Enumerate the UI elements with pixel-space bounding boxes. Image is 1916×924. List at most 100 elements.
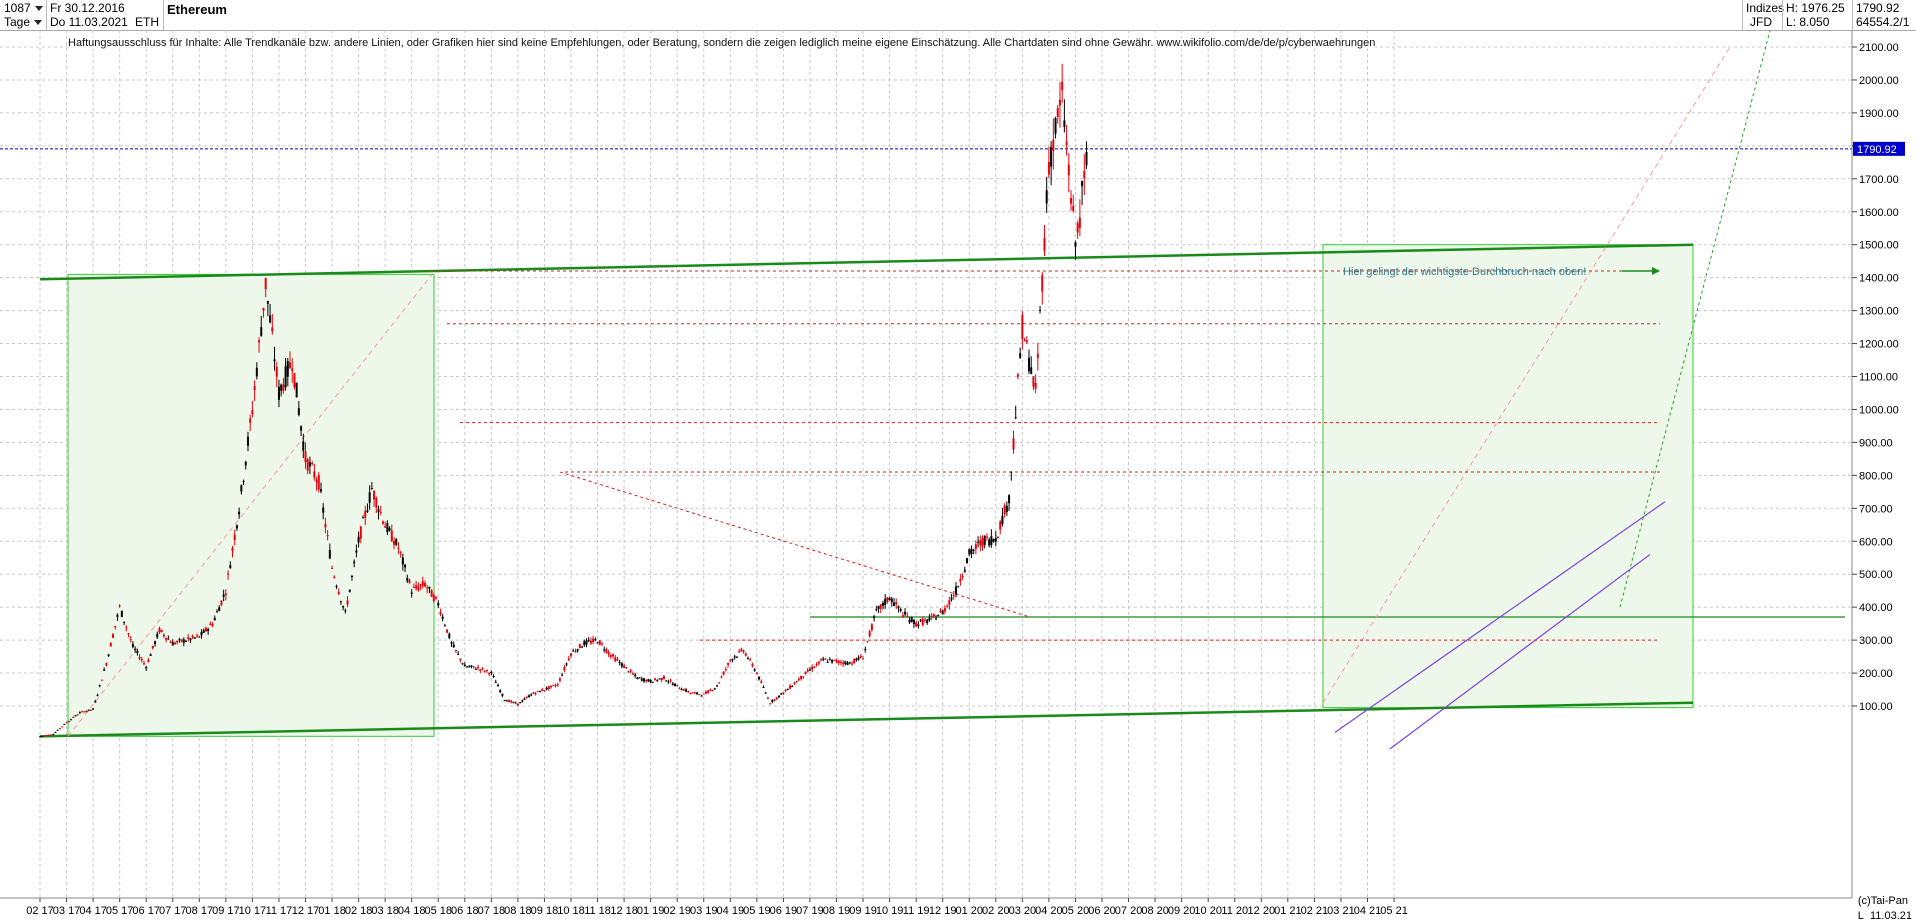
candle-body bbox=[47, 734, 50, 736]
candle-body bbox=[499, 690, 502, 693]
candle-body bbox=[78, 712, 81, 714]
y-tick-label: 200.00 bbox=[1859, 668, 1893, 680]
candle-body bbox=[417, 586, 420, 591]
x-tick-label: 06 17 bbox=[132, 905, 160, 917]
upper-channel-line bbox=[39, 243, 1694, 281]
candle-body bbox=[886, 597, 889, 602]
candle-body bbox=[576, 649, 579, 651]
candle-body bbox=[1063, 120, 1066, 128]
candle-body bbox=[231, 548, 234, 551]
candle-body bbox=[145, 667, 148, 669]
x-tick-label: 10 18 bbox=[557, 905, 585, 917]
candle-body bbox=[722, 671, 725, 675]
candle-body bbox=[835, 660, 838, 663]
x-tick-label: 01 19 bbox=[637, 905, 665, 917]
x-axis: 02 17 03 17 04 17 05 17 06 17 07 17 08 17 09 17… bbox=[0, 897, 1852, 917]
candle-body bbox=[837, 660, 840, 663]
candle-body bbox=[702, 693, 705, 695]
candle-body bbox=[1081, 181, 1084, 187]
candle-body bbox=[76, 714, 79, 716]
x-tick-label: 02 18 bbox=[345, 905, 373, 917]
candle-body bbox=[594, 639, 597, 641]
candle-body bbox=[271, 327, 274, 332]
bar-count-select[interactable]: 1087 bbox=[4, 1, 43, 15]
y-tick-label: 300.00 bbox=[1859, 635, 1893, 647]
candle-body bbox=[326, 535, 329, 537]
candle-body bbox=[350, 575, 353, 577]
date-from: Fr 30.12.2016 bbox=[50, 1, 125, 15]
candle-body bbox=[333, 576, 336, 578]
candle-body bbox=[100, 679, 103, 681]
candle-body bbox=[1058, 99, 1061, 106]
candle-body bbox=[508, 700, 511, 703]
candle-body bbox=[1005, 505, 1008, 512]
source-label: JFD bbox=[1750, 15, 1772, 29]
candle-body bbox=[806, 669, 809, 672]
candle-body bbox=[65, 722, 68, 724]
candle-body bbox=[269, 315, 272, 323]
candle-body bbox=[667, 681, 670, 683]
candle-body bbox=[645, 679, 648, 682]
candle-body bbox=[532, 692, 535, 694]
price-chart[interactable]: 100.00 200.00 300.00 400.00 500.00 600.00 700.… bbox=[0, 30, 1916, 924]
last-price-label: 1790.92 bbox=[1857, 144, 1897, 156]
x-tick-label: 08 19 bbox=[823, 905, 851, 917]
candle-body bbox=[147, 659, 150, 663]
candle-body bbox=[377, 509, 380, 512]
candle-body bbox=[822, 658, 825, 660]
candle-body bbox=[811, 666, 814, 670]
candle-body bbox=[315, 479, 318, 483]
x-tick-label: 09 17 bbox=[212, 905, 240, 917]
candle-body bbox=[691, 692, 694, 694]
candle-body bbox=[541, 689, 544, 692]
candle-body bbox=[466, 666, 469, 668]
candle-body bbox=[864, 649, 867, 651]
candle-body bbox=[935, 618, 938, 620]
candle-body bbox=[1047, 162, 1050, 175]
candle-body bbox=[258, 340, 261, 343]
candle-body bbox=[235, 525, 238, 529]
candle-body bbox=[1019, 353, 1022, 358]
candle-body bbox=[930, 615, 933, 617]
candle-body bbox=[346, 600, 349, 605]
y-tick-label: 100.00 bbox=[1859, 701, 1893, 713]
candle-body bbox=[977, 541, 980, 543]
period-select[interactable]: Tage bbox=[4, 15, 43, 29]
x-tick-label: 05 18 bbox=[424, 905, 452, 917]
candle-body bbox=[879, 604, 882, 609]
candle-body bbox=[63, 724, 66, 726]
candle-body bbox=[561, 674, 564, 676]
divider bbox=[1852, 0, 1853, 30]
candle-body bbox=[994, 537, 997, 542]
candle-body bbox=[981, 538, 984, 547]
candle-body bbox=[904, 611, 907, 615]
candle-body bbox=[224, 593, 227, 596]
candle-body bbox=[862, 658, 865, 660]
candle-body bbox=[45, 735, 48, 737]
candle-body bbox=[985, 536, 988, 538]
candle-body bbox=[83, 711, 86, 713]
candle-body bbox=[658, 678, 661, 680]
x-tick-label: 04 20 bbox=[1035, 905, 1063, 917]
candle-body bbox=[815, 663, 818, 665]
candle-body bbox=[1078, 217, 1081, 228]
candle-body bbox=[941, 610, 944, 615]
candle-body bbox=[948, 599, 951, 605]
candle-body bbox=[647, 679, 650, 682]
lower-channel-line bbox=[39, 701, 1694, 738]
candle-body bbox=[244, 461, 247, 466]
candle-body bbox=[598, 640, 601, 645]
candle-body bbox=[784, 689, 787, 691]
candle-body bbox=[775, 697, 778, 699]
candle-body bbox=[556, 684, 559, 686]
x-tick-label: 05 17 bbox=[106, 905, 134, 917]
candle-body bbox=[227, 573, 230, 575]
candle-body bbox=[676, 684, 679, 686]
candle-body bbox=[353, 561, 356, 564]
candle-body bbox=[94, 700, 97, 703]
candle-body bbox=[957, 586, 960, 588]
candle-body bbox=[399, 551, 402, 553]
candle-body bbox=[884, 598, 887, 605]
candle-body bbox=[1025, 340, 1028, 343]
candle-body bbox=[213, 617, 216, 620]
